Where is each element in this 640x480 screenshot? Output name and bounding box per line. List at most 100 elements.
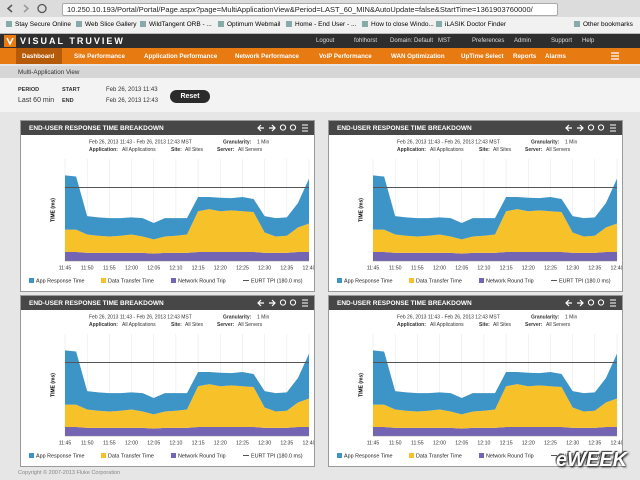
header-link[interactable]: Preferences xyxy=(472,38,505,44)
nav-item[interactable]: WAN Optimization xyxy=(391,53,445,60)
legend-swatch xyxy=(101,278,106,283)
panel-icon[interactable] xyxy=(565,124,572,132)
x-tick-label: 12:00 xyxy=(125,440,138,446)
panel-subtitle: Feb 26, 2013 11:43 - Feb 26, 2013 12:43 … xyxy=(397,314,500,320)
nav-item[interactable]: UpTime Select xyxy=(461,53,504,60)
header-link[interactable]: Logout xyxy=(316,38,335,44)
x-tick-label: 12:05 xyxy=(147,440,160,446)
start-label: START xyxy=(62,87,80,93)
x-tick-label: 12:10 xyxy=(169,440,182,446)
header-link[interactable]: Help xyxy=(582,38,595,44)
panel-subtitle: Granularity: xyxy=(531,139,560,145)
panel-menu-icon[interactable] xyxy=(610,299,616,307)
x-tick-label: 12:25 xyxy=(236,440,249,446)
panel-subtitle: Server: xyxy=(525,322,543,328)
x-tick-label: 12:30 xyxy=(566,265,579,271)
panel-icon[interactable] xyxy=(269,124,276,132)
x-tick-label: 12:40 xyxy=(611,265,622,271)
filter-bar: PERIOD Last 60 min START Feb 26, 2013 11… xyxy=(0,78,640,112)
legend-label: Network Round Trip xyxy=(178,278,226,284)
x-tick-label: 12:25 xyxy=(544,265,557,271)
panel-header xyxy=(21,296,314,310)
chart-panel: END-USER RESPONSE TIME BREAKDOWN Feb 26, … xyxy=(328,295,623,467)
bookmarks-bar: Stay Secure Online Web Slice Gallery Wil… xyxy=(0,17,640,34)
bookmark[interactable]: WildTangent ORB - ... xyxy=(140,21,212,28)
x-tick-label: 12:10 xyxy=(477,440,490,446)
zoom-icon[interactable] xyxy=(587,299,595,306)
x-tick-label: 12:35 xyxy=(588,265,601,271)
x-tick-label: 11:50 xyxy=(81,265,94,271)
nav-item[interactable]: Application Performance xyxy=(144,53,218,60)
panel-icon[interactable] xyxy=(577,299,584,307)
panel-menu-icon[interactable] xyxy=(302,124,308,132)
panel-subtitle: Server: xyxy=(217,322,235,328)
period-select[interactable]: Last 60 min xyxy=(18,97,55,104)
logo-icon xyxy=(4,35,16,47)
zoom-icon[interactable] xyxy=(587,124,595,131)
nav-item[interactable]: Reports xyxy=(513,53,537,60)
zoom-icon[interactable] xyxy=(279,124,287,131)
panel-icon[interactable] xyxy=(577,124,584,132)
bookmark[interactable]: Home - End User - ... xyxy=(286,21,356,28)
panel-subtitle: Site: xyxy=(171,322,182,328)
panel-subtitle: Application: xyxy=(89,322,118,328)
nav-item[interactable]: Site Performance xyxy=(74,53,125,60)
header-user: fohlhorst xyxy=(354,38,378,44)
x-tick-label: 12:30 xyxy=(258,265,271,271)
x-tick-label: 12:25 xyxy=(544,440,557,446)
legend-label: EURT TPI (180.0 ms) xyxy=(251,278,303,284)
panel-icon[interactable] xyxy=(257,124,264,132)
back-button[interactable] xyxy=(6,4,13,13)
panel-title: END-USER RESPONSE TIME BREAKDOWN xyxy=(337,300,472,307)
zoom-icon[interactable] xyxy=(597,299,605,306)
zoom-icon[interactable] xyxy=(279,299,287,306)
panel-title: END-USER RESPONSE TIME BREAKDOWN xyxy=(29,125,164,132)
panel-subtitle: All Sites xyxy=(185,322,204,328)
bookmark[interactable]: Stay Secure Online xyxy=(6,21,71,28)
bookmark[interactable]: iLASIK Doctor Finder xyxy=(436,21,506,28)
nav-item[interactable]: Dashboard xyxy=(22,53,55,60)
x-tick-label: 11:45 xyxy=(59,440,72,446)
panel-menu-icon[interactable] xyxy=(610,124,616,132)
nav-item[interactable]: Network Performance xyxy=(235,53,299,60)
legend-label: EURT TPI (180.0 ms) xyxy=(559,453,611,459)
legend-swatch xyxy=(479,453,484,458)
panel-icon[interactable] xyxy=(257,299,264,307)
panel-subtitle: Granularity: xyxy=(223,139,252,145)
bookmark[interactable]: Optimum Webmail xyxy=(218,21,280,28)
panel-menu-icon[interactable] xyxy=(302,299,308,307)
y-axis-label: TIME (ms) xyxy=(50,373,56,397)
x-tick-label: 12:00 xyxy=(433,265,446,271)
x-tick-label: 12:40 xyxy=(303,265,314,271)
header-link[interactable]: Support xyxy=(551,38,573,44)
menu-icon[interactable] xyxy=(610,51,620,61)
bookmark[interactable]: Other bookmarks xyxy=(574,21,633,28)
legend-label: Network Round Trip xyxy=(486,278,534,284)
header-link[interactable]: Admin xyxy=(514,38,532,44)
panel-subtitle: 1 Min xyxy=(257,314,269,320)
zoom-icon[interactable] xyxy=(289,299,297,306)
panel-subtitle: Site: xyxy=(171,147,182,153)
panel-chart: END-USER RESPONSE TIME BREAKDOWN Feb 26, … xyxy=(21,296,314,459)
bookmark[interactable]: How to close Windo... xyxy=(362,21,434,28)
legend-label: Data Transfer Time xyxy=(416,278,462,284)
panel-chart: END-USER RESPONSE TIME BREAKDOWN Feb 26, … xyxy=(329,121,622,284)
area-series xyxy=(373,175,617,240)
address-bar[interactable]: 10.250.10.193/Portal/Portal/Page.aspx?pa… xyxy=(62,3,558,16)
area-series xyxy=(65,384,309,429)
zoom-icon[interactable] xyxy=(597,124,605,131)
zoom-icon[interactable] xyxy=(289,124,297,131)
x-tick-label: 12:10 xyxy=(477,265,490,271)
reload-button[interactable] xyxy=(37,3,47,14)
bookmark[interactable]: Web Slice Gallery xyxy=(76,21,137,28)
legend-label: App Response Time xyxy=(344,453,393,459)
nav-item[interactable]: Alarms xyxy=(545,53,566,60)
reset-button[interactable]: Reset xyxy=(170,90,210,103)
nav-item[interactable]: VoIP Performance xyxy=(319,53,372,60)
legend-label: App Response Time xyxy=(344,278,393,284)
y-axis-label: TIME (ms) xyxy=(358,373,364,397)
header-timezone: MST xyxy=(438,38,451,44)
forward-button[interactable] xyxy=(23,4,30,13)
panel-icon[interactable] xyxy=(565,299,572,307)
panel-icon[interactable] xyxy=(269,299,276,307)
